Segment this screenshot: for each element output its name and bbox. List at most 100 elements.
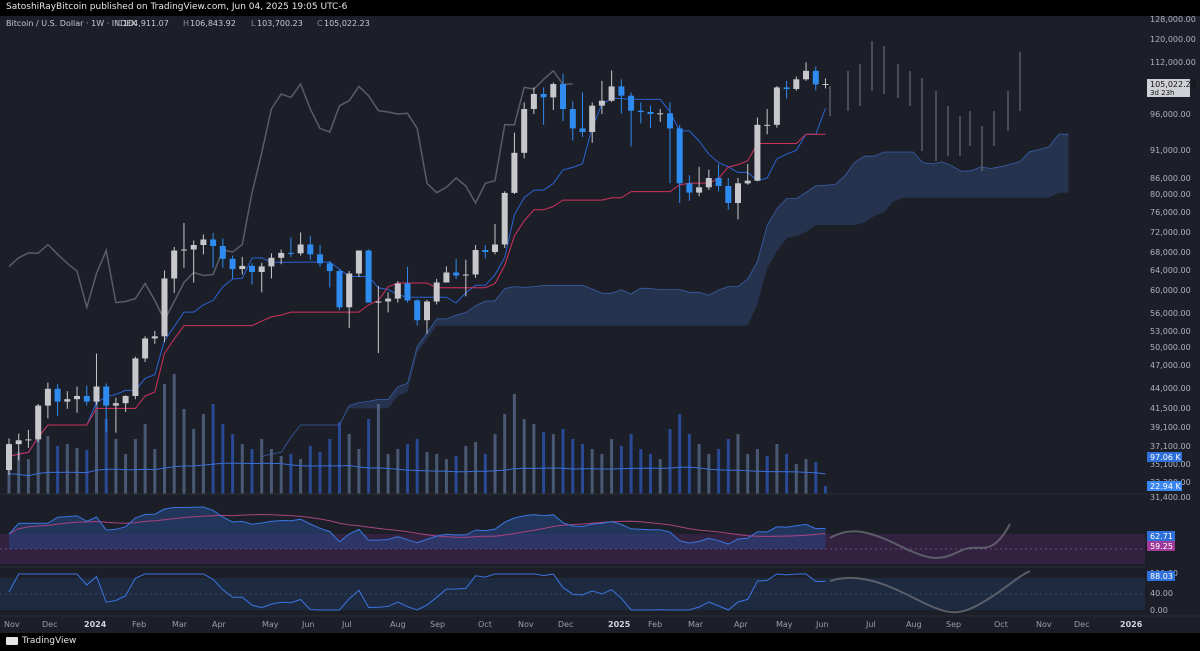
candle <box>35 404 42 443</box>
publisher-bar: SatoshiRayBitcoin published on TradingVi… <box>0 0 1200 16</box>
candle-body <box>530 94 537 109</box>
volume-bar <box>687 434 691 494</box>
candle-body <box>608 86 615 101</box>
volume-bar <box>328 439 332 494</box>
rsi-pane[interactable]: 62.71 59.25 <box>0 506 1175 564</box>
price-tick: 72,000.00 <box>1150 228 1191 237</box>
volume-bar <box>658 459 662 494</box>
candle-body <box>598 100 605 106</box>
volume-bar <box>182 409 186 494</box>
high-value: 106,843.92 <box>190 19 236 28</box>
price-axis[interactable]: 128,000.00 120,000.00 112,000.00 96,000.00 9… <box>1150 15 1196 502</box>
time-tick: Jun <box>815 620 829 629</box>
candle-body <box>25 439 32 441</box>
candle-body <box>433 282 440 302</box>
candle-body <box>239 265 246 270</box>
tradingview-icon <box>6 636 18 645</box>
candle <box>307 236 314 260</box>
open-label: O <box>116 19 122 28</box>
time-tick: Sep <box>946 620 961 629</box>
volume-bar <box>163 384 166 494</box>
volume-bar <box>143 424 147 494</box>
candle-body <box>424 301 430 321</box>
candle-body <box>229 258 236 270</box>
candle-body <box>725 186 732 203</box>
candle-body <box>44 388 51 406</box>
candle <box>773 86 780 128</box>
price-chart[interactable]: Bitcoin / U.S. Dollar · 1W · INDEX O 104… <box>0 15 1200 633</box>
lagging-span <box>8 69 573 322</box>
chart-area[interactable]: Bitcoin / U.S. Dollar · 1W · INDEX O 104… <box>0 15 1200 633</box>
volume-bar <box>794 464 798 494</box>
time-tick: 2026 <box>1120 620 1143 629</box>
candle <box>676 124 683 203</box>
candle <box>385 292 392 313</box>
candle-body <box>560 84 566 109</box>
candle-body <box>336 271 343 308</box>
candle <box>122 395 129 412</box>
candle-body <box>190 245 197 250</box>
candle-body <box>462 274 469 276</box>
volume-bar <box>464 446 468 494</box>
volume-bar <box>746 454 750 494</box>
volume-bar <box>522 419 526 494</box>
time-tick: Jul <box>341 620 352 629</box>
close-label: C <box>317 19 323 28</box>
candle-body <box>394 283 401 299</box>
candle <box>287 237 294 257</box>
volume-bar <box>260 439 264 494</box>
candle-body <box>511 152 518 193</box>
candle <box>521 102 528 159</box>
volume-bar <box>406 444 409 494</box>
candle-body <box>667 113 673 129</box>
time-tick: Aug <box>390 620 406 629</box>
volume-bar <box>639 449 643 494</box>
candle <box>151 331 158 344</box>
candle <box>239 256 246 275</box>
candlesticks <box>6 62 829 475</box>
volume-bar <box>649 454 652 494</box>
low-value: 103,700.23 <box>257 19 303 28</box>
candle <box>628 92 635 147</box>
volume-bar <box>46 436 50 494</box>
candle-body <box>628 95 635 111</box>
candle-body <box>472 250 479 275</box>
candle-body <box>540 94 547 98</box>
candle <box>647 105 654 128</box>
candle-body <box>83 396 90 402</box>
time-tick: Oct <box>994 620 1008 629</box>
candle <box>793 76 800 91</box>
candle-body <box>647 112 654 114</box>
volume-bar <box>172 374 176 494</box>
stoch-pane[interactable]: 100.00 40.00 0.00 88.03 <box>0 569 1178 615</box>
volume-ma-line <box>8 462 826 477</box>
candle-body <box>618 86 625 96</box>
volume-bar <box>435 454 439 494</box>
candle-body <box>122 396 129 404</box>
time-tick: 2024 <box>84 620 107 629</box>
volume-bar <box>124 454 128 494</box>
publisher-line: SatoshiRayBitcoin published on TradingVi… <box>6 2 348 12</box>
candle <box>812 66 819 91</box>
volume-bar <box>444 459 448 494</box>
cloud-span-a <box>261 133 1069 457</box>
tradingview-logo: TradingView <box>6 636 76 646</box>
volume-bar <box>474 442 478 494</box>
time-tick: Nov <box>1036 620 1052 629</box>
candle <box>443 266 450 283</box>
candle <box>394 281 401 303</box>
candle-body <box>355 250 362 274</box>
time-tick: Mar <box>688 620 704 629</box>
candle-body <box>735 183 741 203</box>
candle-body <box>482 250 489 252</box>
price-tick: 41,500.00 <box>1150 404 1191 413</box>
volume-bar <box>726 439 730 494</box>
candle-body <box>151 336 158 339</box>
time-axis[interactable]: Nov Dec 2024 Feb Mar Apr May Jun Jul Aug Sep Oct Nov… <box>4 620 1143 629</box>
candle <box>6 438 12 475</box>
time-tick: Dec <box>1074 620 1089 629</box>
candle <box>822 78 829 89</box>
time-tick: May <box>776 620 793 629</box>
candle <box>511 132 518 194</box>
price-tick: 44,000.00 <box>1150 384 1191 393</box>
